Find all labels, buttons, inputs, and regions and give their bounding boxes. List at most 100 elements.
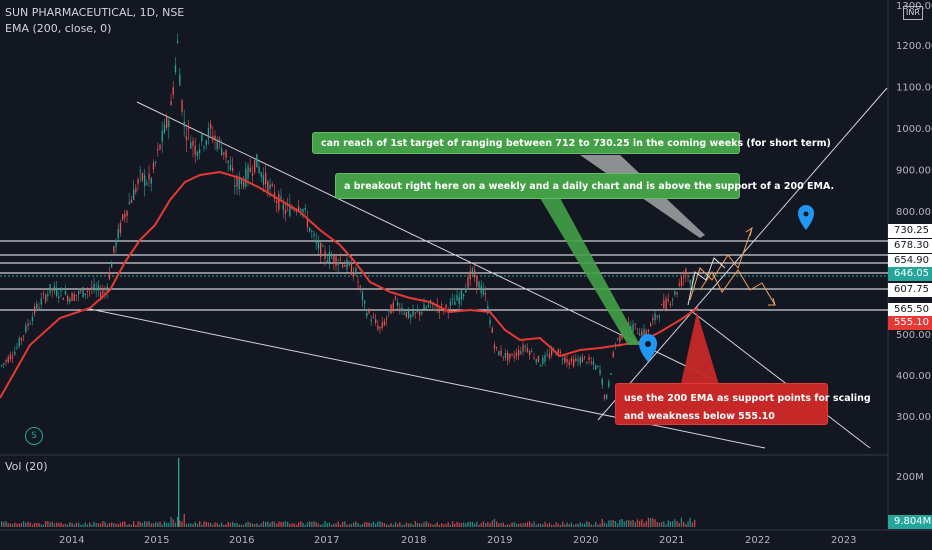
candle-body [342,264,344,268]
support-callout[interactable]: use the 200 EMA as support points for sc… [615,383,871,425]
bearish-projection-arrow[interactable] [699,269,776,306]
candle-body [95,287,97,291]
candle-body [482,288,485,295]
candle-body [434,309,436,311]
candle-body [166,116,168,128]
volume-bar [232,521,234,527]
currency-badge[interactable]: INR [903,6,923,20]
candle-body [388,309,390,312]
ema-indicator-label[interactable]: EMA (200, close, 0) [5,22,112,35]
candle-body [636,332,639,334]
candle-body [126,210,128,216]
volume-bar [179,520,181,527]
volume-bar [460,522,463,527]
volume-bar [639,520,641,527]
upper-downtrend-line[interactable] [136,101,716,381]
level-tag-730[interactable]: 730.25 [888,224,932,238]
volume-bar [443,524,445,527]
volume-bar [628,519,630,527]
volume-bar [432,524,434,527]
candle-body [414,312,416,314]
volume-bar [392,524,394,527]
candle-body [652,318,654,321]
support-line-right[interactable] [689,309,871,449]
volume-bar [27,521,29,527]
volume-bar [612,520,614,527]
candle-body [144,175,146,187]
candle-body [49,284,51,293]
level-tag-654[interactable]: 654.90 [888,254,932,268]
candle-body [181,100,183,112]
candle-body [62,298,64,300]
volume-bar [498,523,500,527]
bullish-projection-arrow[interactable] [689,227,753,301]
level-tag-565[interactable]: 565.50 [888,303,932,317]
candle-body [256,154,258,168]
candle-body [5,360,7,362]
volume-bar [524,523,526,527]
candle-body [562,359,564,361]
volume-bar [603,522,606,527]
split-event-icon[interactable]: S [25,427,43,445]
volume-bar [348,524,350,527]
candle-body [289,203,291,217]
candle-body [502,356,504,358]
volume-bar [672,521,674,527]
volume-bar [141,523,144,527]
volume-bar [614,521,617,527]
candle-body [309,227,311,232]
candle-body [12,356,14,358]
candle-body [487,306,489,314]
candle-body [249,167,251,173]
candle-body [91,287,93,290]
candle-body [102,290,104,294]
breakout-callout[interactable]: a breakout right here on a weekly and a … [335,173,834,199]
volume-bar [196,523,199,527]
level-tag-607[interactable]: 607.75 [888,283,932,297]
symbol-title[interactable]: SUN PHARMACEUTICAL, 1D, NSE [5,6,185,19]
volume-bar [124,521,126,527]
volume-bar [678,522,680,527]
candle-body [628,322,630,326]
volume-bar [1,521,3,527]
candle-body [443,309,445,313]
candle-body [579,357,581,364]
volume-bar [117,524,119,527]
location-marker-low[interactable] [639,334,657,362]
ema-value-tag[interactable]: 555.10 [888,316,932,330]
candle-body [31,316,34,322]
volume-bar [317,523,320,527]
candle-body [518,349,520,356]
volume-bar [579,522,581,527]
last-price-tag[interactable]: 646.05 [888,267,932,281]
candle-body [269,184,271,189]
projection-arrows[interactable] [687,226,776,306]
ema-200-line[interactable] [0,170,699,399]
white-projection-arrow[interactable] [687,257,726,306]
candle-body [317,241,320,249]
volume-indicator-label[interactable]: Vol (20) [5,460,48,473]
volume-bar [361,523,364,527]
volume-bar [419,523,421,527]
price-axis-label: 1000.00 [896,124,932,135]
candle-body [27,323,29,327]
location-marker-target[interactable] [798,205,814,230]
volume-bar [300,521,302,527]
volume-value-tag[interactable]: 9.804M [888,515,932,529]
candle-body [592,361,595,365]
volume-bar [632,520,634,527]
volume-bar [652,518,654,527]
candle-body [667,299,669,301]
volume-bar [647,517,650,527]
candle-body [71,293,73,301]
volume-bar [590,524,592,527]
target-callout[interactable]: can reach of 1st target of ranging betwe… [312,132,831,154]
candle-body [38,307,40,309]
volume-bar [212,524,214,527]
volume-bar [474,523,476,527]
candle-body [531,351,533,353]
candle-body [445,304,447,308]
support-callout-line1: use the 200 EMA as support points for sc… [624,393,871,404]
level-tag-678[interactable]: 678.30 [888,239,932,253]
